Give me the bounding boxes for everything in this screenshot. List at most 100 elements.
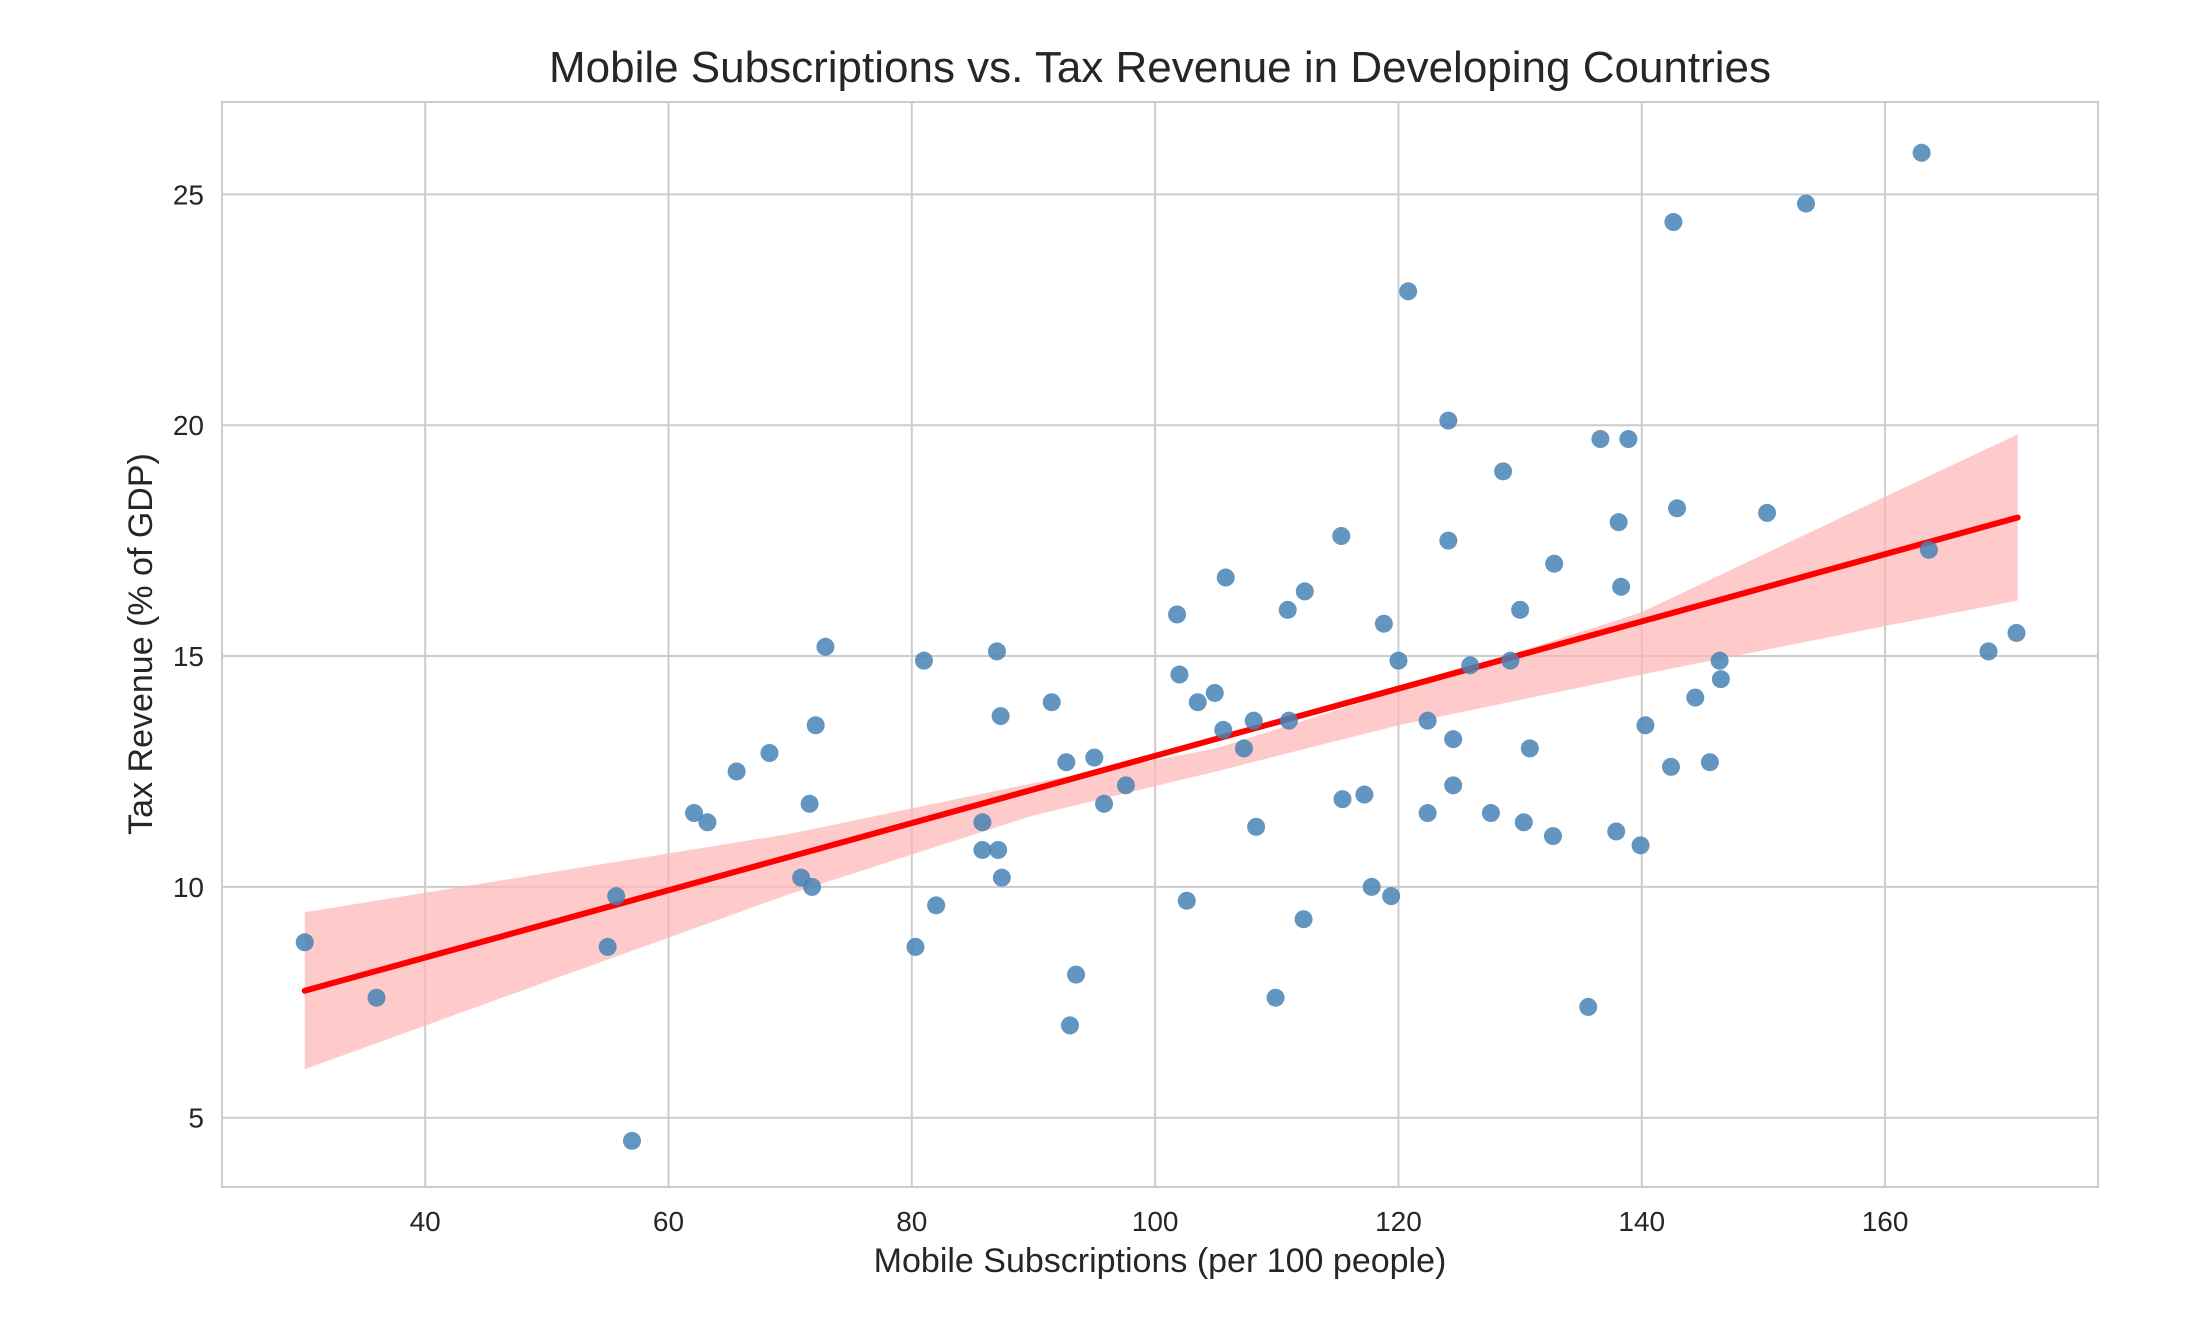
data-point — [1612, 577, 1631, 596]
plot-area — [222, 102, 2098, 1187]
data-point — [1177, 891, 1196, 910]
data-point — [1244, 711, 1263, 730]
data-point — [1609, 513, 1628, 532]
data-point — [1494, 462, 1513, 481]
data-point — [1636, 716, 1655, 735]
data-point — [1501, 651, 1520, 670]
data-point — [927, 896, 946, 915]
data-point — [1399, 282, 1418, 301]
data-point — [1607, 822, 1626, 841]
data-point — [1168, 605, 1187, 624]
x-tick-label: 80 — [896, 1206, 927, 1237]
data-point — [1543, 827, 1562, 846]
data-point — [1511, 600, 1530, 619]
data-point — [991, 707, 1010, 726]
data-point — [1374, 614, 1393, 633]
y-tick-label: 15 — [173, 641, 204, 672]
data-point — [1711, 670, 1730, 689]
data-point — [1979, 642, 1998, 661]
y-tick-label: 5 — [188, 1103, 204, 1134]
data-point — [685, 804, 704, 823]
data-point — [598, 937, 617, 956]
data-point — [1057, 753, 1076, 772]
x-tick-label: 40 — [410, 1206, 441, 1237]
data-point — [1216, 568, 1235, 587]
data-point — [1439, 531, 1458, 550]
x-tick-labels: 40 60 80 100 120 140 160 — [410, 1206, 1909, 1237]
data-point — [1234, 739, 1253, 758]
data-point — [992, 868, 1011, 887]
data-point — [1418, 711, 1437, 730]
x-tick-label: 140 — [1618, 1206, 1665, 1237]
data-point — [1085, 748, 1104, 767]
y-axis-label: Tax Revenue (% of GDP) — [122, 453, 160, 835]
data-point — [1520, 739, 1539, 758]
data-point — [1205, 683, 1224, 702]
data-point — [727, 762, 746, 781]
data-point — [806, 716, 825, 735]
x-tick-label: 120 — [1375, 1206, 1422, 1237]
regression-line-layer — [301, 514, 2021, 994]
data-point — [973, 840, 992, 859]
data-point — [906, 937, 925, 956]
y-tick-label: 20 — [173, 410, 204, 441]
data-point — [803, 877, 822, 896]
data-point — [1631, 836, 1650, 855]
data-point — [1333, 790, 1352, 809]
data-point — [1668, 499, 1687, 518]
y-tick-labels: 5 10 15 20 25 — [173, 179, 204, 1133]
data-point — [1664, 213, 1683, 232]
data-point — [914, 651, 933, 670]
data-point — [1710, 651, 1729, 670]
data-point — [1188, 693, 1207, 712]
data-point — [607, 887, 626, 906]
data-point — [1700, 753, 1719, 772]
data-point — [989, 840, 1008, 859]
confidence-band-layer — [304, 434, 2018, 1070]
data-point — [987, 642, 1006, 661]
data-point — [2007, 623, 2026, 642]
data-point — [1389, 651, 1408, 670]
data-point — [1279, 711, 1298, 730]
data-point — [1444, 730, 1463, 749]
data-point — [1919, 540, 1938, 559]
data-point — [973, 813, 992, 832]
data-point — [1042, 693, 1061, 712]
data-point — [1266, 988, 1285, 1007]
confidence-band — [304, 434, 2018, 1070]
data-point — [698, 813, 717, 832]
plot-frame — [221, 101, 2099, 1188]
x-tick-label: 100 — [1132, 1206, 1179, 1237]
data-point — [1382, 887, 1401, 906]
data-point — [1514, 813, 1533, 832]
data-point — [1444, 776, 1463, 795]
data-point — [1060, 1016, 1079, 1035]
data-point — [1545, 554, 1564, 573]
data-point — [1095, 794, 1114, 813]
data-point — [1481, 804, 1500, 823]
data-point — [1294, 910, 1313, 929]
regression-line — [301, 514, 2021, 994]
data-point — [1067, 965, 1086, 984]
data-point — [1579, 997, 1598, 1016]
data-point — [800, 794, 819, 813]
data-point — [1170, 665, 1189, 684]
data-points — [295, 143, 2026, 1150]
data-point — [1418, 804, 1437, 823]
data-point — [760, 744, 779, 762]
data-point — [1686, 688, 1705, 707]
data-point — [1591, 430, 1610, 449]
data-point — [1116, 776, 1135, 795]
data-point — [1619, 430, 1638, 449]
data-point — [1332, 527, 1351, 545]
x-axis-label: Mobile Subscriptions (per 100 people) — [874, 1242, 1447, 1280]
data-point — [367, 988, 386, 1007]
y-tick-label: 25 — [173, 179, 204, 210]
data-point — [1278, 600, 1297, 619]
data-point — [1461, 656, 1480, 675]
chart-title: Mobile Subscriptions vs. Tax Revenue in … — [549, 43, 1771, 92]
data-point — [1362, 877, 1381, 896]
data-point — [1214, 720, 1233, 739]
